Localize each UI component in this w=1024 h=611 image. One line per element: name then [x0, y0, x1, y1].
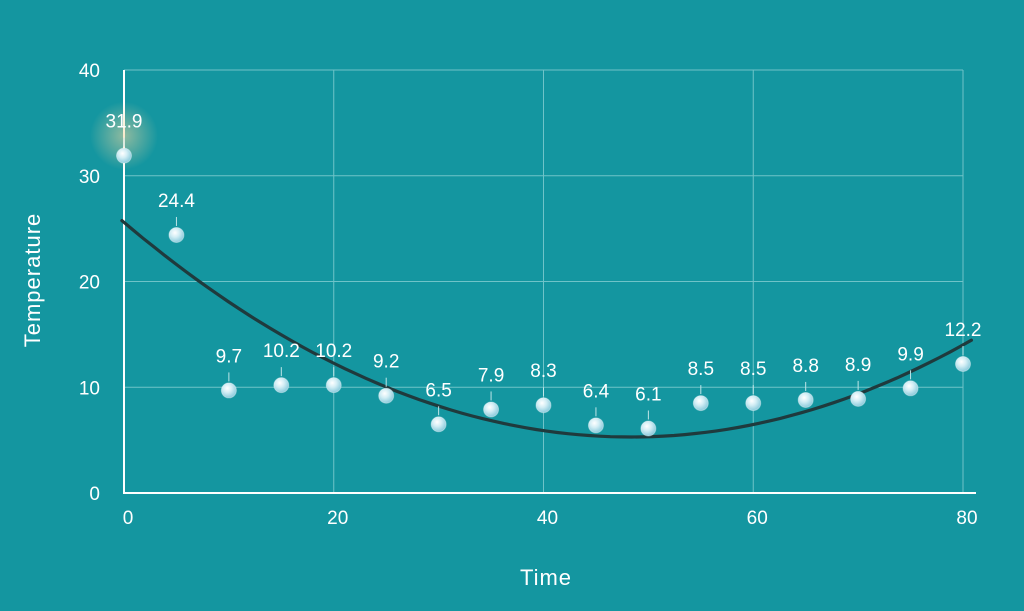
y-tick-label: 30 — [79, 167, 100, 188]
data-point — [745, 395, 762, 412]
data-point — [797, 391, 814, 408]
trendline — [120, 219, 973, 439]
y-tick-label: 10 — [79, 378, 100, 399]
data-label: 6.5 — [425, 380, 451, 401]
y-axis-title: Temperature — [20, 213, 45, 348]
data-label: 8.9 — [845, 355, 871, 376]
axes: 0 10 20 30 40 0 20 40 60 80 — [79, 61, 978, 529]
x-tick-label: 40 — [537, 508, 558, 529]
data-label: 8.3 — [530, 361, 556, 382]
data-label: 8.8 — [792, 356, 818, 377]
y-tick-label: 20 — [79, 273, 100, 294]
data-point — [325, 377, 342, 394]
labels-layer: 31.9 24.4 9.7 10.2 10.2 9.2 6.5 7.9 8.3 6.4 6.1 8.5… — [106, 112, 982, 420]
y-tick-label: 0 — [89, 484, 100, 505]
x-axis-title: Time — [520, 565, 572, 590]
data-label: 24.4 — [158, 191, 195, 212]
data-label: 7.9 — [478, 365, 504, 386]
data-label: 6.1 — [635, 384, 661, 405]
data-point — [220, 382, 237, 399]
data-point — [535, 397, 552, 414]
data-point — [850, 390, 867, 407]
data-point — [640, 420, 657, 437]
x-tick-label: 20 — [327, 508, 348, 529]
data-label: 10.2 — [263, 341, 300, 362]
y-tick-label: 40 — [79, 61, 100, 82]
grid — [124, 69, 964, 493]
highlight-glow — [90, 101, 158, 170]
data-label: 8.5 — [688, 359, 714, 380]
data-label: 9.7 — [216, 346, 242, 367]
x-tick-label: 0 — [123, 508, 134, 529]
data-label: 10.2 — [315, 341, 352, 362]
data-point — [168, 226, 185, 243]
data-point — [483, 401, 500, 418]
x-tick-label: 60 — [747, 508, 768, 529]
data-label: 8.5 — [740, 359, 766, 380]
data-point — [692, 395, 709, 412]
data-label: 9.9 — [897, 344, 923, 365]
data-point — [902, 380, 919, 397]
data-label: 6.4 — [583, 381, 610, 402]
data-point — [273, 377, 290, 394]
data-point — [430, 416, 447, 433]
data-point — [955, 355, 971, 372]
x-tick-label: 80 — [956, 508, 977, 529]
points-layer — [90, 101, 971, 437]
data-label: 31.9 — [106, 112, 143, 133]
data-point — [378, 387, 395, 404]
trendline-layer — [120, 219, 973, 439]
data-label: 12.2 — [945, 320, 982, 341]
data-point — [116, 147, 132, 164]
data-label: 9.2 — [373, 352, 399, 373]
data-point — [587, 417, 604, 434]
